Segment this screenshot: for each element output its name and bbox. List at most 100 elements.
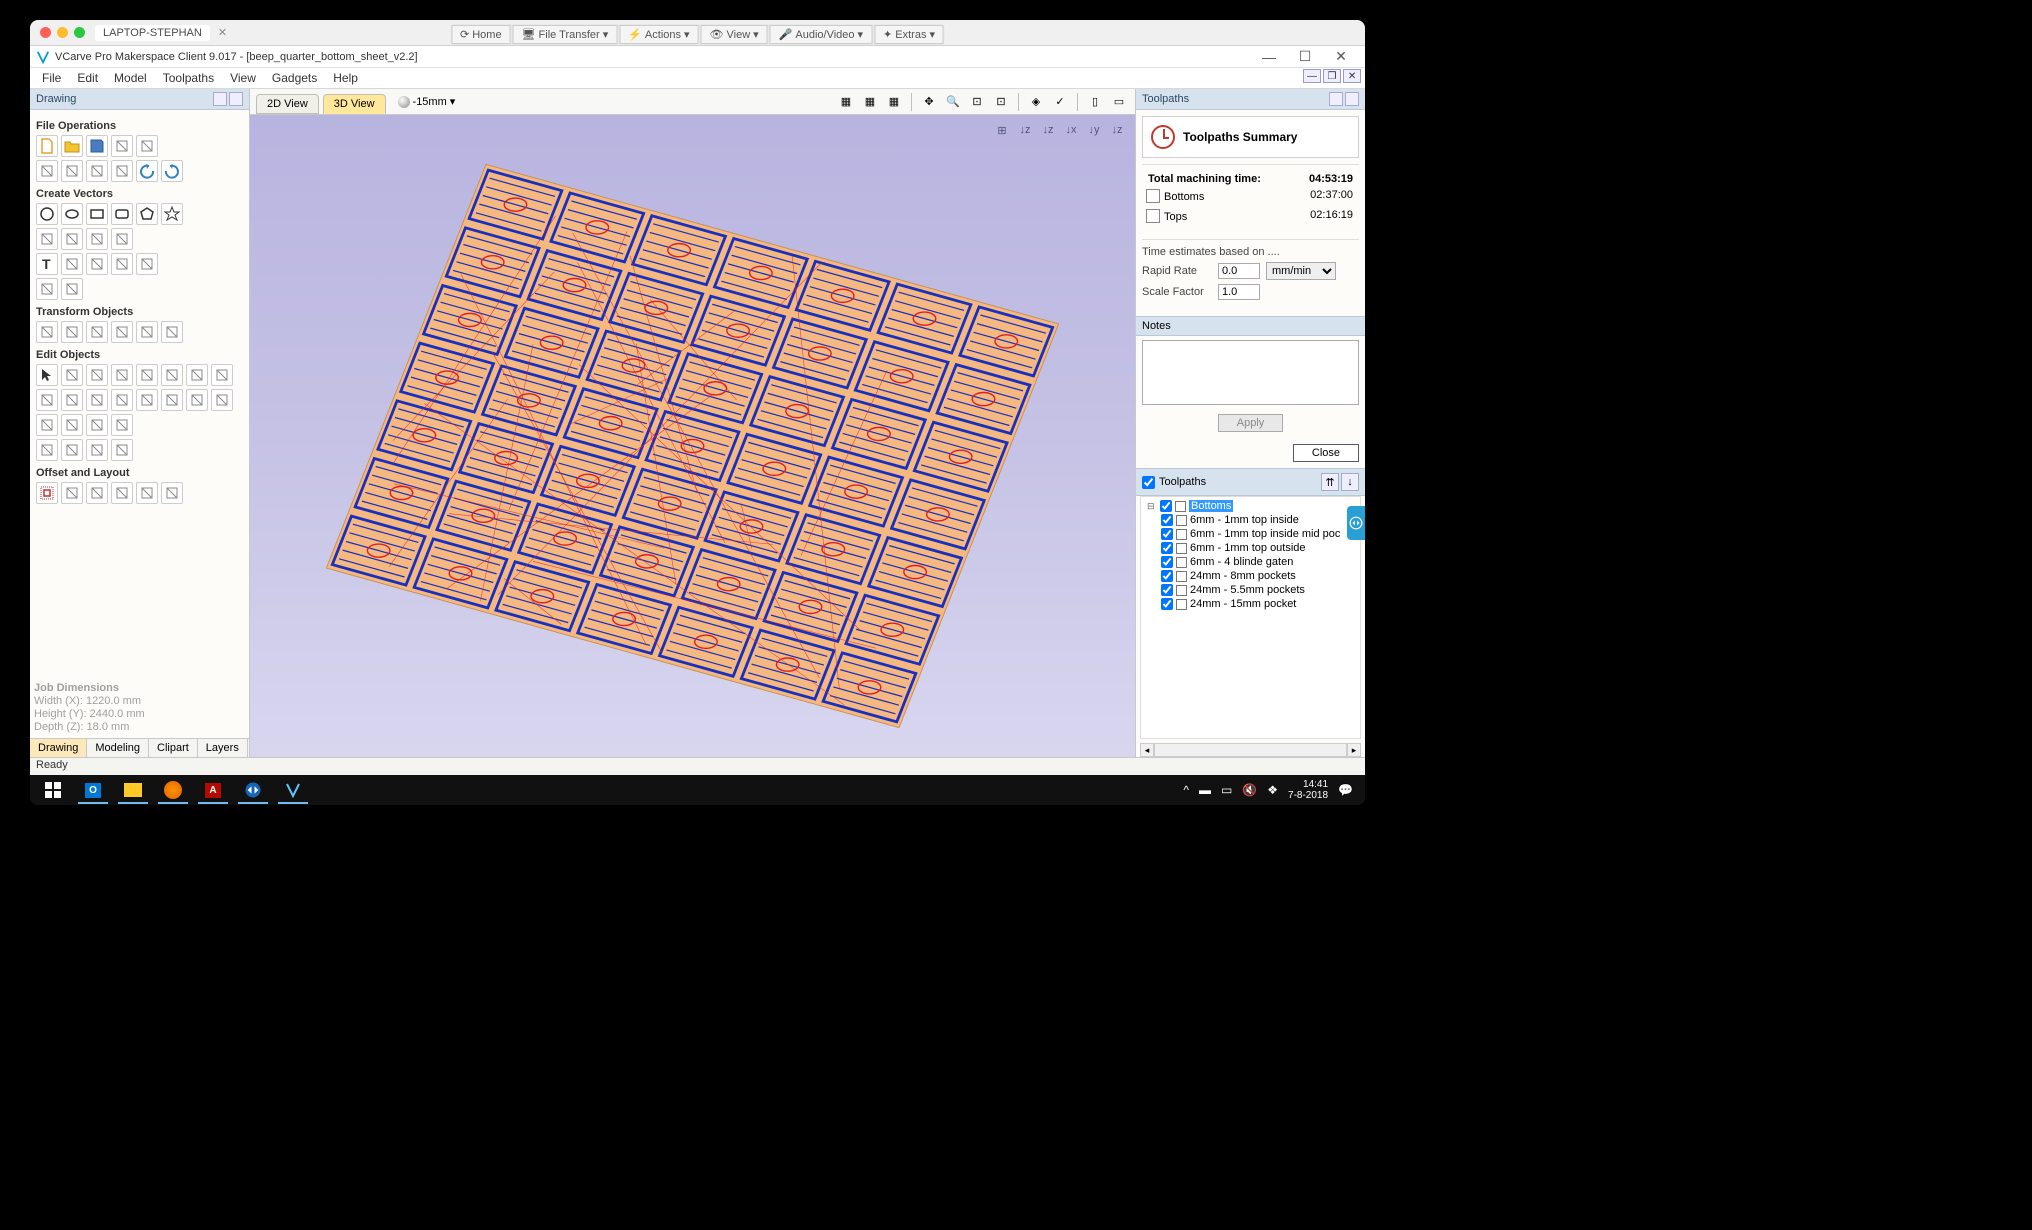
curve-fit-tool[interactable] xyxy=(86,414,108,436)
axis-icon-5[interactable]: ↓z xyxy=(1107,121,1127,139)
apply-button[interactable]: Apply xyxy=(1218,414,1284,432)
cut-tool[interactable] xyxy=(61,160,83,182)
remote-actions-button[interactable]: ⚡Actions ▾ xyxy=(619,25,698,44)
taskbar-firefox[interactable] xyxy=(154,776,192,804)
select-tool[interactable] xyxy=(36,364,58,386)
toolpaths-show-checkbox[interactable] xyxy=(1142,476,1155,489)
snap-guides-icon[interactable]: ▦ xyxy=(860,92,880,112)
tab-layers[interactable]: Layers xyxy=(198,739,248,757)
remote-file-transfer-button[interactable]: 🖥File Transfer ▾ xyxy=(513,25,618,44)
arrow-r3-tool[interactable] xyxy=(111,439,133,461)
toolpath-6mm-1mm-top-outside[interactable]: 6mm - 1mm top outside xyxy=(1145,541,1356,555)
minimize-button[interactable]: — xyxy=(1251,46,1287,68)
join-tool[interactable] xyxy=(36,389,58,411)
arc-tool[interactable] xyxy=(61,228,83,250)
tray-volume-icon[interactable]: 🔇 xyxy=(1242,783,1257,797)
extend-tool[interactable] xyxy=(186,364,208,386)
toolpath-24mm-8mm-pockets[interactable]: 24mm - 8mm pockets xyxy=(1145,569,1356,583)
tab-clipart[interactable]: Clipart xyxy=(149,739,198,757)
join-curves-tool[interactable] xyxy=(86,389,108,411)
tray-dropbox-icon[interactable]: ❖ xyxy=(1267,783,1278,797)
depth-selector[interactable]: -15mm ▾ xyxy=(390,95,464,108)
rotate-tool[interactable] xyxy=(86,321,108,343)
taskbar-acrobat[interactable]: A xyxy=(194,776,232,804)
extend2-tool[interactable] xyxy=(161,389,183,411)
menu-view[interactable]: View xyxy=(222,69,264,87)
polygon-tool[interactable] xyxy=(136,203,158,225)
panel-opts2-icon[interactable] xyxy=(1329,92,1343,106)
trace-tool[interactable] xyxy=(86,253,108,275)
star-tool[interactable] xyxy=(161,203,183,225)
close-curve-tool[interactable] xyxy=(111,389,133,411)
scroll-left-icon[interactable]: ◂ xyxy=(1140,743,1154,757)
viewport-3d[interactable]: ⊞↓z↓z↓x↓y↓z xyxy=(250,115,1135,757)
curve-tool[interactable] xyxy=(86,228,108,250)
rapid-unit-select[interactable]: mm/min xyxy=(1266,262,1336,280)
rounded-rect-tool[interactable] xyxy=(111,203,133,225)
mdi-restore-icon[interactable]: ❐ xyxy=(1323,69,1341,83)
increment-tool[interactable] xyxy=(111,135,133,157)
tab-2d-view[interactable]: 2D View xyxy=(256,94,319,114)
measure-tool[interactable] xyxy=(136,253,158,275)
trim-tool[interactable] xyxy=(211,389,233,411)
ellipse-tool[interactable] xyxy=(61,203,83,225)
move-icon[interactable]: ✥ xyxy=(919,92,939,112)
circular-tool[interactable] xyxy=(86,482,108,504)
tray-battery-icon[interactable]: ▬ xyxy=(1199,783,1211,797)
maximize-icon[interactable] xyxy=(74,27,85,38)
nest2-tool[interactable] xyxy=(161,482,183,504)
axis-icon-1[interactable]: ↓z xyxy=(1015,121,1035,139)
menu-help[interactable]: Help xyxy=(325,69,366,87)
menu-model[interactable]: Model xyxy=(106,69,155,87)
taskbar-outlook[interactable]: O xyxy=(74,776,112,804)
toolpath-bottoms[interactable]: ⊟Bottoms xyxy=(1145,499,1356,513)
scale-factor-input[interactable] xyxy=(1218,284,1260,300)
menu-gadgets[interactable]: Gadgets xyxy=(264,69,325,87)
toolpath-24mm-15mm-pocket[interactable]: 24mm - 15mm pocket xyxy=(1145,597,1356,611)
notes-textarea[interactable] xyxy=(1142,340,1359,405)
zoom-sel-icon[interactable]: ⊡ xyxy=(967,92,987,112)
panel-opts-icon[interactable] xyxy=(229,92,243,106)
mdi-minimize-icon[interactable]: — xyxy=(1303,69,1321,83)
teamviewer-side-handle[interactable] xyxy=(1347,506,1365,540)
bezier-tool[interactable] xyxy=(36,278,58,300)
panel-pin2-icon[interactable] xyxy=(1345,92,1359,106)
axis-icon-0[interactable]: ⊞ xyxy=(992,121,1012,139)
offset-ext-tool[interactable] xyxy=(186,389,208,411)
offset-tool[interactable] xyxy=(36,482,58,504)
snap-grid-icon[interactable]: ▦ xyxy=(836,92,856,112)
align-tool[interactable] xyxy=(161,321,183,343)
plate-tool[interactable] xyxy=(136,482,158,504)
minimize-icon[interactable] xyxy=(57,27,68,38)
ungroup-tool[interactable] xyxy=(111,364,133,386)
open-file-tool[interactable] xyxy=(61,135,83,157)
panel-pin-icon[interactable] xyxy=(213,92,227,106)
toolpath-6mm-4-blinde-gaten[interactable]: 6mm - 4 blinde gaten xyxy=(1145,555,1356,569)
text-on-curve-tool[interactable] xyxy=(61,253,83,275)
export-tool[interactable] xyxy=(36,160,58,182)
taskbar-explorer[interactable] xyxy=(114,776,152,804)
offset-shape-tool[interactable] xyxy=(111,414,133,436)
remote-home-button[interactable]: ⟳Home xyxy=(451,25,511,44)
group-tool[interactable] xyxy=(86,364,108,386)
toolpath-6mm-1mm-top-inside[interactable]: 6mm - 1mm top inside xyxy=(1145,513,1356,527)
arrow-r2-tool[interactable] xyxy=(86,439,108,461)
zoom-fit-icon[interactable]: ⊡ xyxy=(991,92,1011,112)
join-close-tool[interactable] xyxy=(61,389,83,411)
lock-tool[interactable] xyxy=(136,364,158,386)
scissors-tool[interactable] xyxy=(211,364,233,386)
undo-tool[interactable] xyxy=(136,160,158,182)
polyline-tool[interactable] xyxy=(36,228,58,250)
tree-btn-2[interactable]: ↓ xyxy=(1341,473,1359,491)
close-icon[interactable] xyxy=(40,27,51,38)
tab-modeling[interactable]: Modeling xyxy=(87,739,149,757)
toolpath-24mm-5-5mm-pockets[interactable]: 24mm - 5.5mm pockets xyxy=(1145,583,1356,597)
box-select-tool[interactable] xyxy=(61,278,83,300)
zoom-icon[interactable]: 🔍 xyxy=(943,92,963,112)
set-size-tool[interactable] xyxy=(61,321,83,343)
window-traffic-lights[interactable] xyxy=(40,27,85,38)
nest-tool[interactable] xyxy=(111,482,133,504)
tab-3d-view[interactable]: 3D View xyxy=(323,94,386,114)
rect-tool[interactable] xyxy=(86,203,108,225)
fillet-tool[interactable] xyxy=(136,389,158,411)
